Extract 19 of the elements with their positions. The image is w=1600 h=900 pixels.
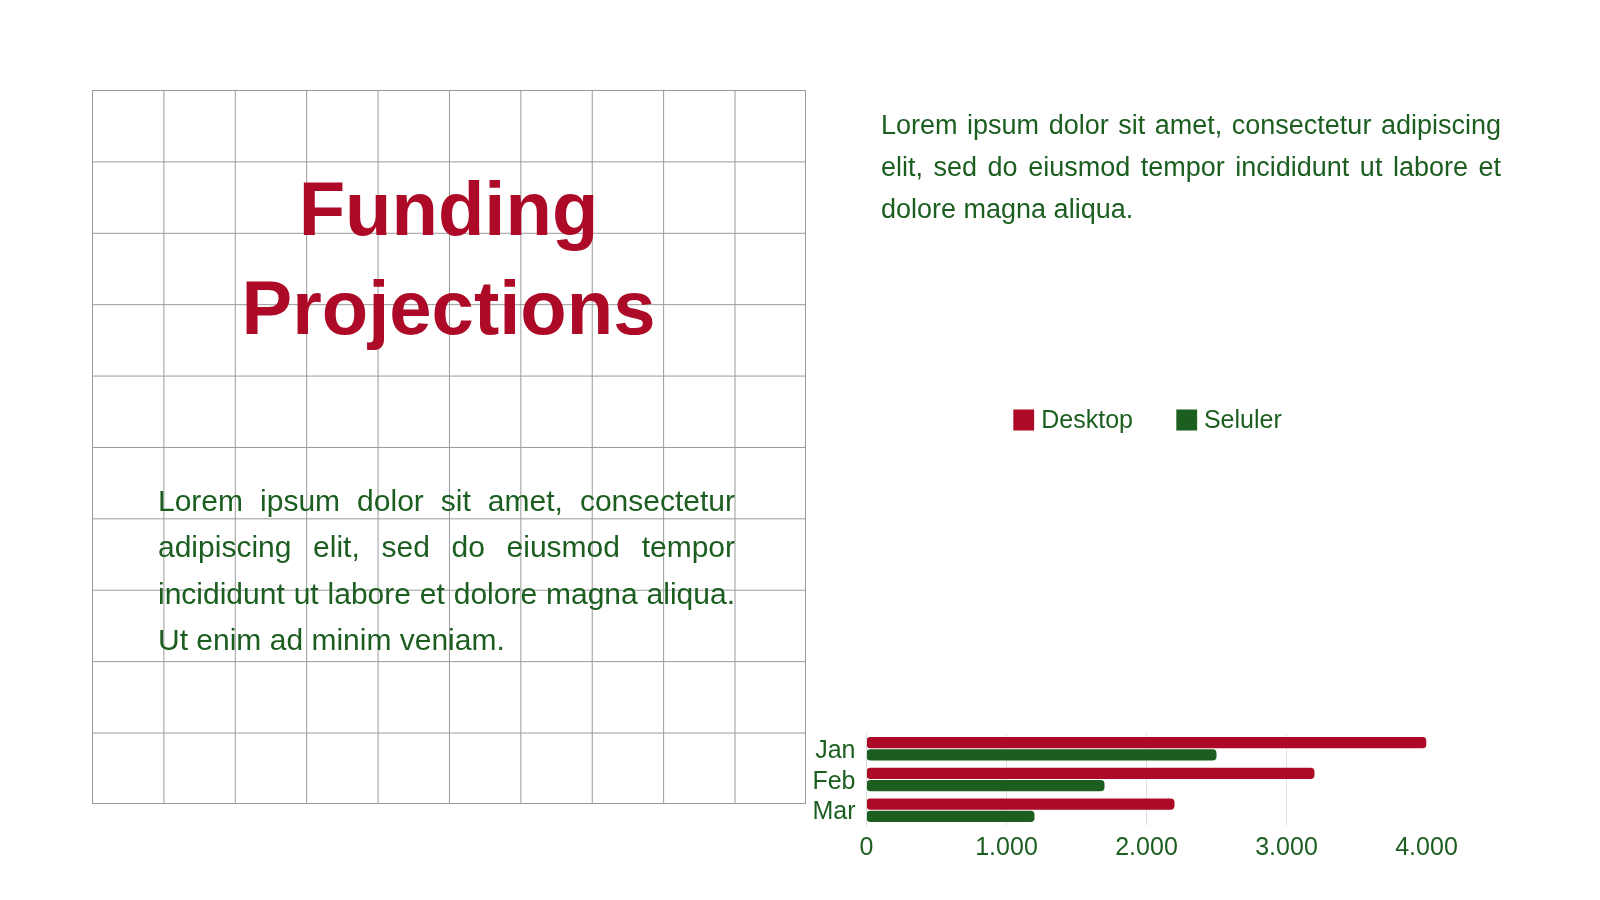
x-tick-label: 2.000 [1115,831,1178,860]
bar [866,798,1175,810]
x-tick-label: 3.000 [1255,831,1318,860]
x-tick-label: 4.000 [1395,831,1458,860]
x-tick-label: 0 [859,831,874,860]
x-tick-label: 1.000 [975,831,1038,860]
text: Lorem ipsum dolor sit amet, consectetur adipiscing elit, sed do eiusmod tempor incididunt ut labore et dolore magna aliqua. [881,109,1501,226]
chart-title: Funding Projections [240,165,657,352]
y-tick-label: Jan [815,734,856,763]
bar [866,737,1427,749]
y-tick-label: Mar [812,796,856,825]
legend-label: Desktop [1041,404,1133,434]
y-tick-label: Feb [812,765,856,794]
bar [866,749,1217,761]
bar [866,767,1315,780]
text: Lorem ipsum dolor sit amet, consectetur adipiscing elit, sed do eiusmod tempor incididunt ut labore et dolore magna aliqua. Ut enim ad minim veniam. [158,482,735,659]
bar [866,810,1035,822]
legend-label: Seluler [1203,404,1282,434]
bar [866,779,1105,792]
